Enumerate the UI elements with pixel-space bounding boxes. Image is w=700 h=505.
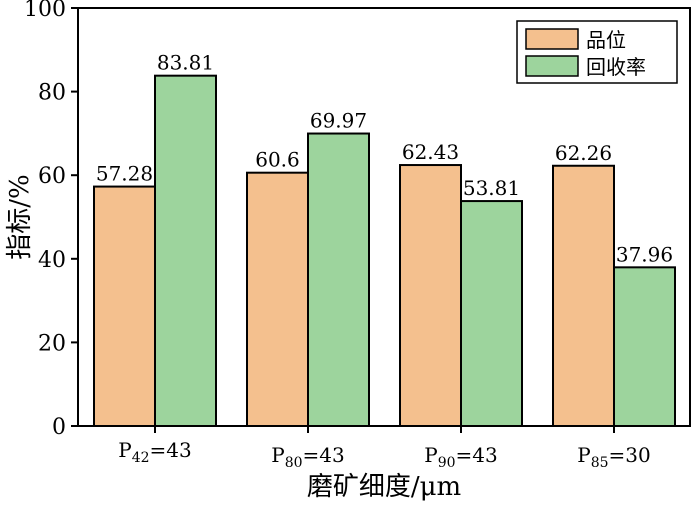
y-tick-label: 40 [38,248,66,273]
bar-recovery-2 [460,200,523,427]
y-axis-label: 指标/% [5,174,35,259]
x-axis-label: 磨矿细度/μm [307,472,461,502]
bars-layer [93,74,676,428]
x-tick-label-base: P [577,443,590,467]
x-tick-label-rest: =43 [303,443,345,467]
bar-grade-1 [246,171,309,427]
x-tick-label-rest: =43 [456,443,498,467]
x-tick-label-rest: =30 [609,443,651,467]
y-tick-label: 20 [38,331,66,356]
x-tick-label-base: P [118,438,131,462]
x-axis: P42=43 P80=43 P90=43 P85=30 [118,426,651,471]
x-tick-label: P90=43 [424,443,498,471]
x-tick-label-subscript: 80 [285,455,303,471]
x-tick-label-subscript: 85 [591,455,609,471]
y-tick-label: 0 [52,415,66,440]
data-label: 69.97 [310,109,367,133]
y-tick-label: 80 [38,81,66,106]
bar-recovery-1 [307,132,370,428]
legend-swatch-grade [525,28,579,50]
legend-label-grade: 品位 [586,28,626,52]
bar-recovery-3 [613,266,676,428]
x-tick-label-subscript: 42 [132,450,150,466]
data-label: 83.81 [157,51,214,75]
x-tick-label: P85=30 [577,443,651,471]
y-tick-label: 100 [24,0,66,22]
data-label: 62.26 [555,141,612,165]
bar-grade-3 [552,164,615,427]
y-axis: 0 20 40 60 80 100 [24,0,78,440]
bar-recovery-0 [154,74,217,428]
data-label: 37.96 [616,242,673,266]
legend-label-recovery: 回收率 [586,55,646,79]
plot-frame [77,7,691,427]
x-tick-label-rest: =43 [150,438,192,462]
bar-grade-0 [93,185,156,427]
y-tick-label: 60 [38,164,66,189]
data-label: 62.43 [402,140,459,164]
x-tick-label-base: P [271,443,284,467]
x-tick-label: P42=43 [118,438,192,466]
x-tick-label-subscript: 90 [438,455,456,471]
legend-swatch-recovery [525,55,579,77]
data-label: 57.28 [96,162,153,186]
x-tick-label: P80=43 [271,443,345,471]
x-tick-label-base: P [424,443,437,467]
data-label: 53.81 [463,176,520,200]
bar-grade-2 [399,164,462,427]
data-label: 60.6 [255,148,300,172]
